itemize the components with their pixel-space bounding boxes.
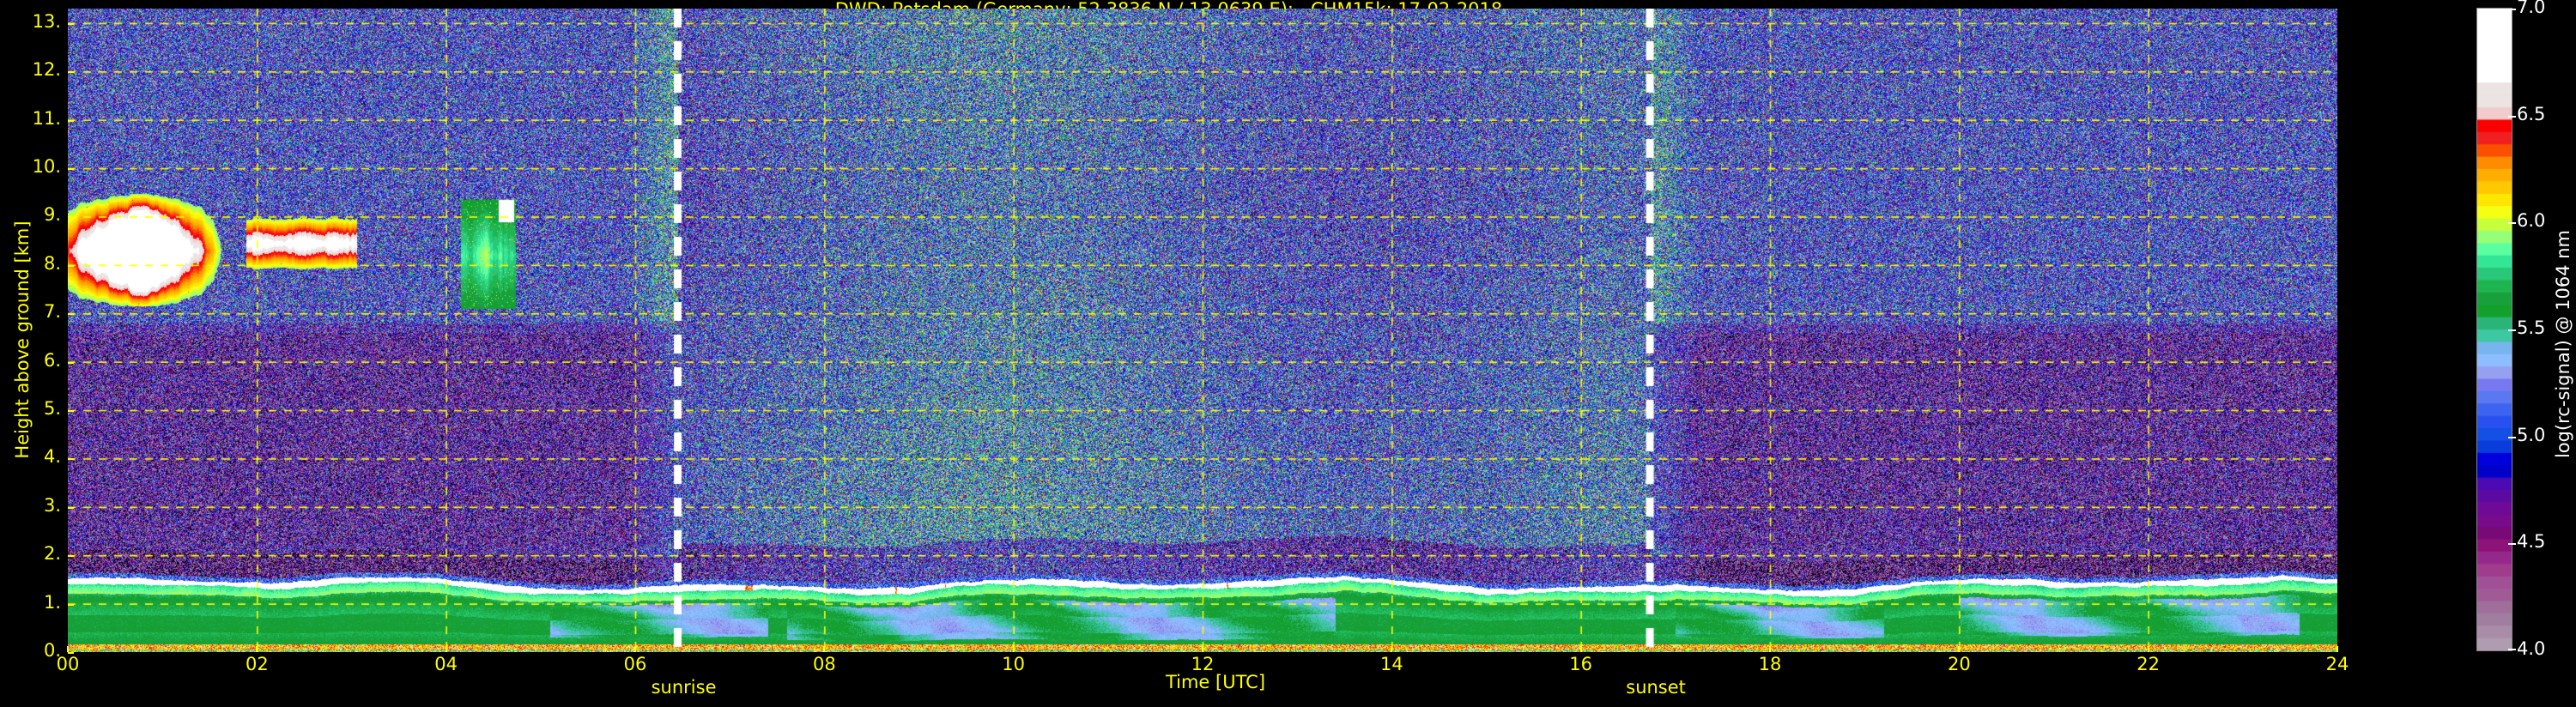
x-tick-mark — [1579, 646, 1582, 652]
x-axis-title: Time [UTC] — [1165, 672, 1266, 692]
y-tick-label: 12. — [32, 59, 61, 81]
colorbar-tick-mark — [2508, 649, 2516, 650]
colorbar-tick-mark — [2508, 9, 2516, 10]
x-tick-mark — [1391, 646, 1393, 652]
x-tick-mark — [1958, 646, 1961, 652]
x-tick-label: 24 — [2325, 654, 2349, 674]
y-tick-mark — [68, 71, 74, 74]
x-tick-label: 18 — [1758, 654, 1782, 674]
x-tick-mark — [1769, 646, 1771, 652]
x-tick-mark — [634, 646, 636, 652]
x-tick-label: 10 — [1002, 654, 1026, 674]
y-tick-label: 2. — [43, 543, 61, 565]
colorbar-tick-label: 7.0 — [2517, 0, 2546, 17]
x-tick-label: 06 — [623, 654, 647, 674]
colorbar-tick-mark — [2508, 329, 2516, 331]
y-tick-label: 6. — [43, 349, 61, 371]
x-tick-label: 04 — [434, 654, 458, 674]
y-tick-mark — [68, 216, 74, 219]
x-tick-label: 12 — [1191, 654, 1215, 674]
y-tick-mark — [68, 168, 74, 171]
colorbar-tick-mark — [2508, 222, 2516, 225]
y-tick-label: 13. — [32, 10, 61, 32]
y-tick-mark — [68, 458, 74, 461]
y-tick-mark — [68, 119, 74, 122]
x-tick-mark — [256, 646, 258, 652]
y-tick-label: 1. — [43, 591, 61, 613]
y-tick-label: 3. — [43, 494, 61, 516]
x-tick-mark — [67, 646, 69, 652]
x-tick-label: 02 — [245, 654, 269, 674]
x-tick-label: 08 — [812, 654, 836, 674]
y-tick-label: 8. — [43, 252, 61, 274]
sunset-annotation: sunset — [1626, 677, 1686, 698]
x-tick-mark — [1202, 646, 1203, 652]
colorbar-tick-label: 6.0 — [2517, 210, 2546, 232]
x-tick-label: 22 — [2137, 654, 2161, 674]
y-tick-mark — [68, 506, 74, 509]
y-tick-label: 9. — [43, 204, 61, 226]
ceilometer-backscatter-heatmap — [68, 9, 2337, 652]
x-tick-mark — [2337, 646, 2338, 652]
colorbar-tick-mark — [2508, 436, 2516, 438]
sunrise-annotation: sunrise — [651, 677, 717, 698]
x-tick-mark — [823, 646, 826, 652]
y-tick-mark — [68, 361, 74, 364]
x-tick-mark — [445, 646, 447, 652]
x-tick-label: 00 — [56, 654, 80, 674]
colorbar-tick-mark — [2508, 543, 2516, 546]
y-tick-mark — [68, 264, 74, 267]
y-tick-mark — [68, 410, 74, 413]
x-tick-mark — [2147, 646, 2149, 652]
y-tick-mark — [68, 313, 74, 316]
x-tick-mark — [1012, 646, 1015, 652]
y-tick-label: 5. — [43, 398, 61, 420]
y-tick-mark — [68, 22, 74, 25]
y-tick-label: 10. — [32, 156, 61, 178]
y-tick-label: 0. — [43, 640, 61, 661]
y-tick-mark — [68, 603, 74, 606]
x-tick-label: 20 — [1947, 654, 1971, 674]
y-tick-mark — [68, 555, 74, 558]
y-tick-label: 11. — [32, 107, 61, 129]
colorbar-tick-label: 5.0 — [2517, 424, 2546, 445]
x-tick-label: 16 — [1569, 654, 1593, 674]
colorbar-tick-label: 6.5 — [2517, 103, 2546, 124]
colorbar-tick-label: 5.5 — [2517, 317, 2546, 338]
x-tick-label: 14 — [1379, 654, 1403, 674]
y-tick-label: 4. — [43, 446, 61, 468]
colorbar-tick-label: 4.5 — [2517, 531, 2546, 553]
colorbar-tick-label: 4.0 — [2517, 638, 2546, 659]
colorbar-gradient — [2477, 9, 2512, 650]
colorbar-tick-mark — [2508, 115, 2516, 118]
y-tick-mark — [68, 652, 74, 654]
colorbar-title: log(rc-signal) @ 1064 nm — [2553, 229, 2573, 459]
y-tick-label: 7. — [43, 301, 61, 323]
